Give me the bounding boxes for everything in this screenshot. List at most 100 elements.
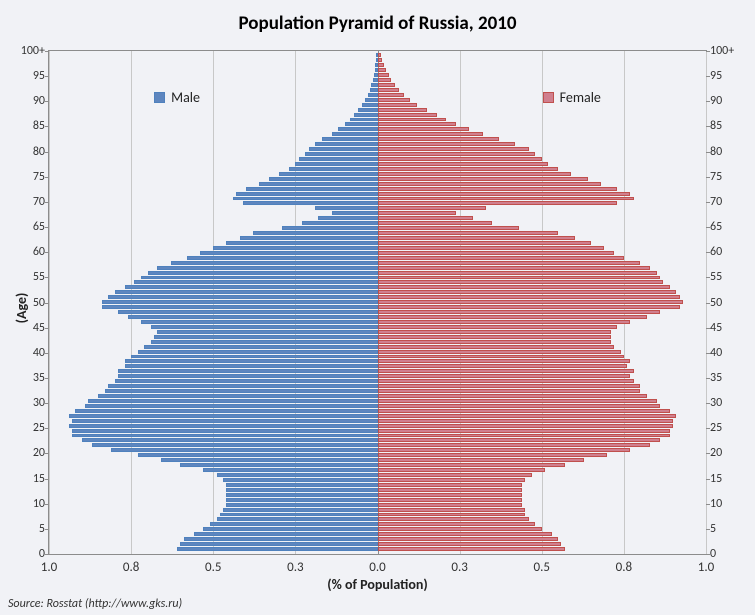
- age-row: [49, 108, 706, 113]
- male-bar: [370, 88, 378, 92]
- age-row: [49, 419, 706, 424]
- male-bar: [236, 192, 377, 196]
- female-bar: [378, 266, 651, 270]
- female-bar: [378, 256, 624, 260]
- male-bar: [354, 113, 378, 117]
- y-tick: [706, 378, 710, 379]
- legend-female: Female: [543, 89, 601, 106]
- age-row: [49, 493, 706, 498]
- age-row: [49, 122, 706, 127]
- female-bar: [378, 364, 628, 368]
- male-bar: [200, 251, 377, 255]
- age-row: [49, 355, 706, 360]
- female-bar: [378, 345, 615, 349]
- age-row: [49, 483, 706, 488]
- age-row: [49, 364, 706, 369]
- age-row: [49, 335, 706, 340]
- male-bar: [322, 137, 378, 141]
- age-row: [49, 503, 706, 508]
- male-bar: [98, 394, 377, 398]
- female-bar: [378, 394, 647, 398]
- female-bar: [378, 63, 385, 67]
- y-tick: [706, 353, 710, 354]
- male-bar: [141, 276, 378, 280]
- y-tick: [45, 152, 49, 153]
- y-tick: [45, 303, 49, 304]
- male-bar: [144, 345, 377, 349]
- age-row: [49, 201, 706, 206]
- x-tick-label: 0.8: [123, 554, 139, 575]
- male-bar: [226, 498, 377, 502]
- age-row: [49, 103, 706, 108]
- y-tick: [45, 328, 49, 329]
- y-tick: [45, 479, 49, 480]
- female-bar: [378, 172, 572, 176]
- male-bar: [318, 216, 377, 220]
- x-tick-label: 0.5: [205, 554, 221, 575]
- age-row: [49, 468, 706, 473]
- female-bar: [378, 241, 592, 245]
- y-tick: [45, 252, 49, 253]
- female-bar: [378, 83, 396, 87]
- age-row: [49, 231, 706, 236]
- male-bar: [85, 404, 377, 408]
- female-bar: [378, 127, 470, 131]
- male-bar: [151, 325, 378, 329]
- age-row: [49, 53, 706, 58]
- source-citation: Source: Rosstat (http://www.gks.ru): [8, 597, 182, 611]
- male-bar: [115, 290, 378, 294]
- female-bar: [378, 276, 661, 280]
- male-bar: [295, 162, 377, 166]
- age-row: [49, 488, 706, 493]
- male-bar: [131, 355, 377, 359]
- age-row: [49, 280, 706, 285]
- age-row: [49, 498, 706, 503]
- male-bar: [105, 389, 378, 393]
- female-bar: [378, 424, 674, 428]
- female-bar: [378, 58, 383, 62]
- male-bar: [102, 305, 378, 309]
- age-row: [49, 429, 706, 434]
- female-bar: [378, 513, 526, 517]
- age-row: [49, 434, 706, 439]
- age-row: [49, 241, 706, 246]
- age-row: [49, 340, 706, 345]
- y-tick: [45, 504, 49, 505]
- age-row: [49, 305, 706, 310]
- age-row: [49, 182, 706, 187]
- female-bar: [378, 68, 387, 72]
- female-bar: [378, 458, 585, 462]
- male-bar: [279, 172, 378, 176]
- legend-male-label: Male: [171, 89, 200, 106]
- age-row: [49, 137, 706, 142]
- male-bar: [157, 266, 377, 270]
- x-tick-label: 0.8: [616, 554, 632, 575]
- male-bar: [138, 350, 378, 354]
- female-bar: [378, 192, 631, 196]
- male-bar: [289, 167, 378, 171]
- male-bar: [233, 197, 378, 201]
- age-row: [49, 325, 706, 330]
- male-bar: [69, 424, 378, 428]
- male-bar: [259, 182, 377, 186]
- age-row: [49, 88, 706, 93]
- female-bar: [378, 473, 532, 477]
- male-bar: [309, 147, 378, 151]
- age-row: [49, 187, 706, 192]
- female-bar: [378, 310, 661, 314]
- male-bar: [157, 330, 377, 334]
- female-bar: [378, 182, 601, 186]
- age-row: [49, 246, 706, 251]
- y-tick-label-right: 100+: [706, 45, 734, 57]
- male-bar: [148, 271, 378, 275]
- age-row: [49, 290, 706, 295]
- age-row: [49, 197, 706, 202]
- age-row: [49, 542, 706, 547]
- y-tick: [706, 152, 710, 153]
- y-tick: [45, 51, 49, 52]
- female-bar: [378, 468, 546, 472]
- y-tick: [45, 227, 49, 228]
- age-row: [49, 276, 706, 281]
- female-bar: [378, 355, 624, 359]
- female-bar: [378, 330, 611, 334]
